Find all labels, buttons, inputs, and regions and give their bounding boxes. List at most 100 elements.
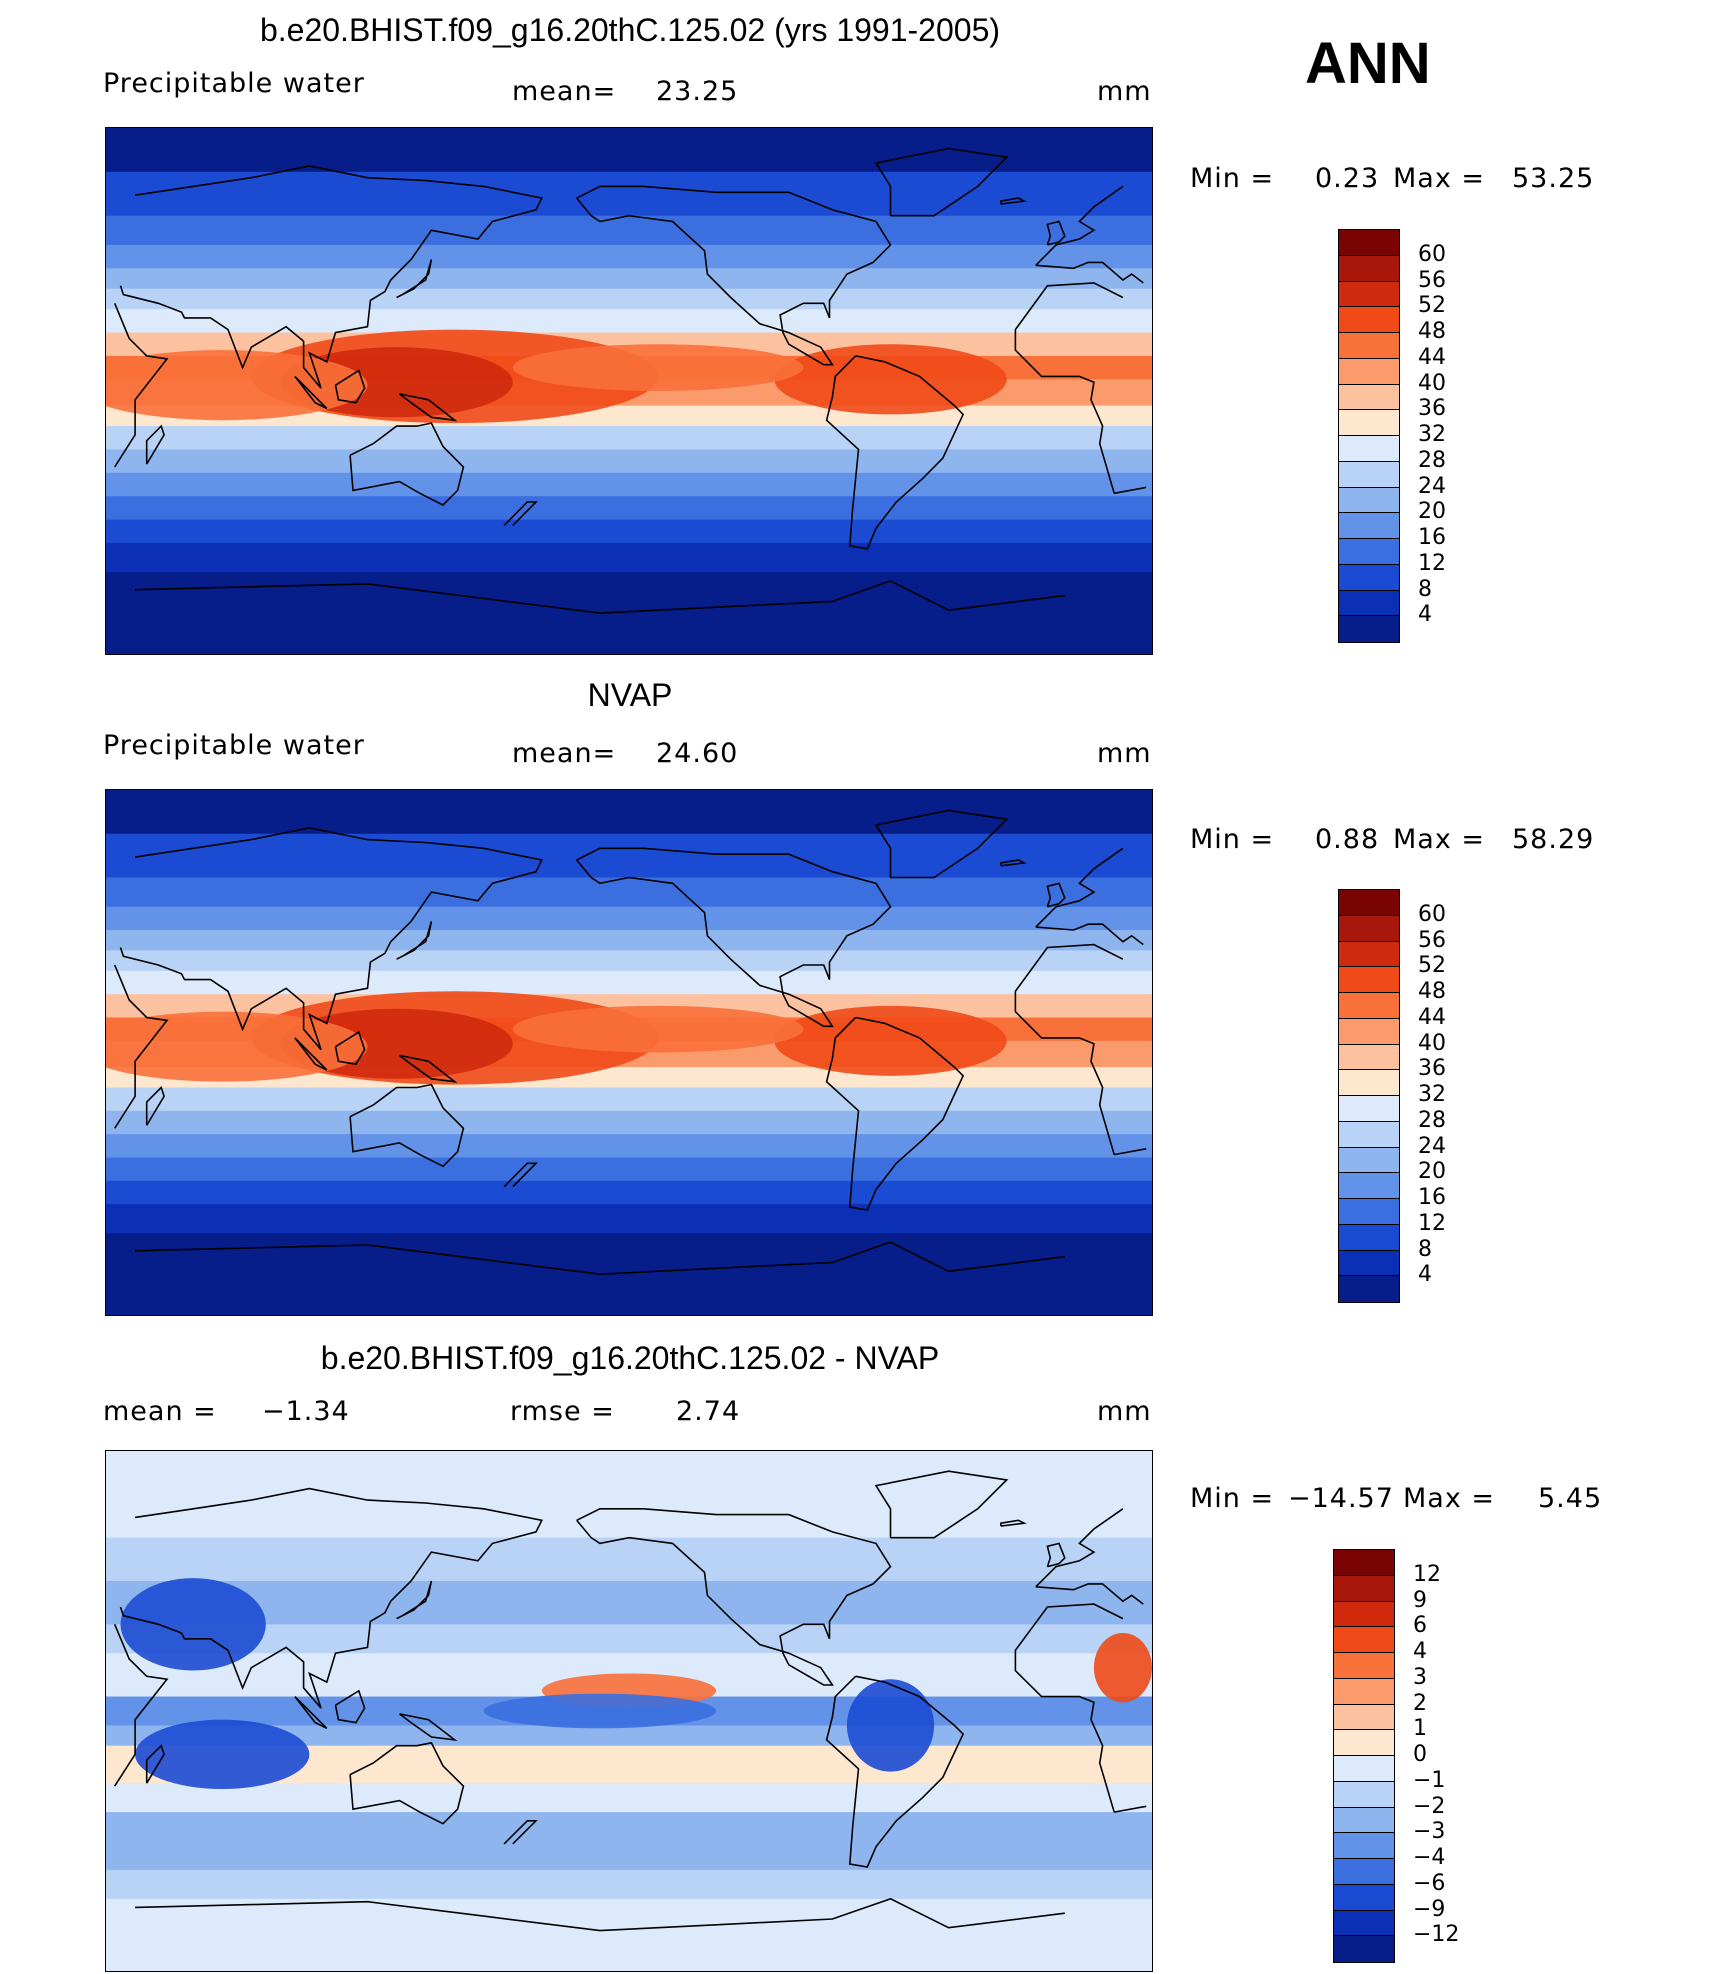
colorbar-tick-label: 20 xyxy=(1418,1159,1446,1185)
map-field-band xyxy=(106,970,1152,995)
colorbar-tick-label: 28 xyxy=(1418,1107,1446,1133)
coastline xyxy=(113,282,1147,495)
panel3-map xyxy=(105,1450,1153,1972)
panel3-min-label: Min = xyxy=(1190,1483,1275,1514)
colorbar-tick-label: 8 xyxy=(1418,1236,1432,1262)
coastline xyxy=(396,259,433,299)
map-field-band xyxy=(106,542,1152,573)
coastline xyxy=(576,185,892,366)
map-field-band xyxy=(106,877,1152,908)
coastline xyxy=(1046,1542,1066,1568)
colorbar-tick-label: 16 xyxy=(1418,525,1446,550)
colorbar-swatch xyxy=(1334,1910,1394,1937)
panel3-title: b.e20.BHIST.f09_g16.20thC.125.02 - NVAP xyxy=(320,1340,940,1376)
colorbar-tick-label: 1 xyxy=(1413,1716,1427,1742)
colorbar-swatch xyxy=(1334,1807,1394,1834)
panel1-min-value: 0.23 xyxy=(1315,163,1380,194)
coastline xyxy=(1046,220,1066,246)
coastline xyxy=(294,375,328,410)
coastline xyxy=(1000,197,1027,205)
map-field-band xyxy=(106,1087,1152,1112)
colorbar-swatch xyxy=(1339,1070,1399,1096)
colorbar-swatch xyxy=(1339,564,1399,591)
map-field-band xyxy=(106,1157,1152,1182)
coastline xyxy=(349,1083,465,1168)
map-field-band xyxy=(106,215,1152,246)
map-field-feature xyxy=(512,1005,804,1053)
colorbar-swatch xyxy=(1339,384,1399,411)
colorbar-tick-label: 12 xyxy=(1418,550,1446,576)
colorbar-swatch xyxy=(1339,539,1399,565)
map-field-band xyxy=(106,1180,1152,1205)
coastline xyxy=(399,1054,458,1083)
colorbar-swatch xyxy=(1339,1147,1399,1174)
colorbar-swatch xyxy=(1339,890,1399,916)
colorbar-swatch xyxy=(1339,1173,1399,1199)
colorbar-tick-label: 52 xyxy=(1418,293,1446,319)
panel2-min-label: Min = xyxy=(1190,824,1275,855)
coastline xyxy=(399,1713,458,1742)
colorbar-tick-label: 36 xyxy=(1418,1056,1446,1082)
panel2-max-label: Max = xyxy=(1393,824,1486,855)
coastline xyxy=(1000,859,1027,867)
panel3-max-value: 5.45 xyxy=(1538,1483,1603,1514)
colorbar-tick-label: 0 xyxy=(1413,1742,1427,1767)
colorbar-tick-label: 12 xyxy=(1418,1210,1446,1236)
map-field-band xyxy=(106,1537,1152,1582)
colorbar-swatch xyxy=(1334,1653,1394,1679)
colorbar-tick-label: 4 xyxy=(1418,602,1432,628)
map-field-band xyxy=(106,950,1152,972)
map-field-band xyxy=(106,309,1152,334)
colorbar-swatch xyxy=(1334,1859,1394,1885)
panel1-units: mm xyxy=(1097,76,1152,107)
colorbar-swatch xyxy=(1339,616,1399,642)
coastline xyxy=(145,424,165,465)
colorbar-swatch xyxy=(1339,1276,1399,1302)
colorbar-tick-label: 44 xyxy=(1418,1004,1446,1030)
coastline xyxy=(349,422,465,506)
panel3-colorbar xyxy=(1333,1549,1395,1963)
colorbar-tick-label: 8 xyxy=(1418,576,1432,602)
map-field-band xyxy=(106,790,1152,835)
coastline xyxy=(135,1897,1065,1932)
panel3-mean-value: −1.34 xyxy=(262,1396,350,1427)
coastline xyxy=(503,1162,538,1188)
panel1-colorbar-labels: 60 56 52 48 44 40 36 32 28 24 20 16 12 8 4 xyxy=(1418,229,1478,641)
coastline xyxy=(135,1241,1065,1276)
coastline xyxy=(349,1741,465,1825)
panel1-max-value: 53.25 xyxy=(1512,163,1595,194)
map-field-feature xyxy=(1093,1633,1152,1703)
map-field-band xyxy=(106,1134,1152,1158)
map-field-band xyxy=(106,426,1152,450)
map-field-band xyxy=(106,1624,1152,1654)
panel2-colorbar-labels: 60 56 52 48 44 40 36 32 28 24 20 16 12 8 4 xyxy=(1418,889,1478,1301)
map-field-feature xyxy=(135,1719,310,1789)
colorbar-tick-label: −4 xyxy=(1413,1845,1446,1870)
colorbar-tick-label: 4 xyxy=(1413,1639,1427,1664)
colorbar-swatch xyxy=(1339,358,1399,385)
map-field-band xyxy=(106,1204,1152,1234)
coastline xyxy=(396,1580,433,1620)
colorbar-tick-label: 2 xyxy=(1413,1690,1427,1716)
coastline xyxy=(294,1037,328,1071)
colorbar-swatch xyxy=(1339,333,1399,359)
coastline xyxy=(145,1086,165,1126)
season-label: ANN xyxy=(1305,31,1431,96)
map-field-feature xyxy=(106,1011,368,1082)
colorbar-tick-label: 52 xyxy=(1418,953,1446,979)
coastline xyxy=(399,393,458,422)
panel3-colorbar-labels: 12 9 6 4 3 2 1 0 −1 −2 −3 −4 −6 −9 −12 xyxy=(1413,1549,1483,1961)
panel2-max-value: 58.29 xyxy=(1512,824,1595,855)
colorbar-swatch xyxy=(1334,1601,1394,1628)
coastline xyxy=(576,847,892,1028)
map-field-band xyxy=(106,288,1152,310)
panel2-map xyxy=(105,789,1153,1316)
map-field-feature xyxy=(774,1005,1007,1076)
colorbar-tick-label: 32 xyxy=(1418,1082,1446,1107)
colorbar-swatch xyxy=(1339,281,1399,308)
colorbar-swatch xyxy=(1334,1781,1394,1808)
panel3-max-label: Max = xyxy=(1403,1483,1496,1514)
map-field-band xyxy=(106,519,1152,544)
coastline xyxy=(503,501,538,526)
coastline xyxy=(874,809,1009,879)
